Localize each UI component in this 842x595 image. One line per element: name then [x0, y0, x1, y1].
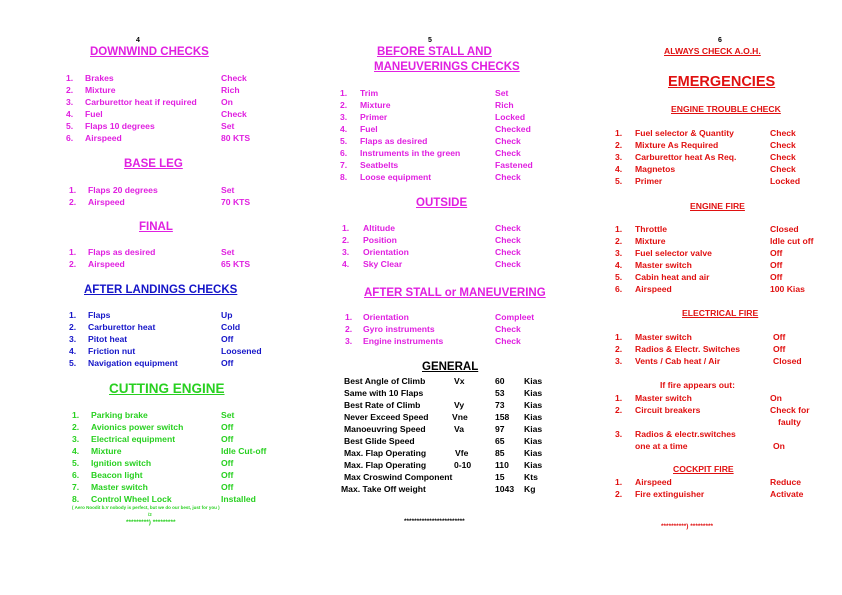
if-fire-heading: If fire appears out:: [660, 380, 735, 390]
section-title-before-stall-2: MANEUVERINGS CHECKS: [374, 61, 520, 73]
emergencies-title: EMERGENCIES: [668, 74, 776, 90]
footnote-page: /2: [148, 512, 152, 517]
page-number: 6: [718, 37, 722, 44]
section-title-base-leg: BASE LEG: [124, 158, 183, 170]
section-title-general: GENERAL: [422, 361, 479, 373]
section-title-engine-fire: ENGINE FIRE: [690, 201, 745, 211]
page-number: 5: [428, 37, 432, 44]
stars-divider: *********) *********: [126, 519, 176, 526]
stars-divider: **********) *********: [661, 523, 714, 530]
section-title-after-landing: AFTER LANDINGS CHECKS: [84, 284, 238, 296]
section-title-before-stall: BEFORE STALL AND: [377, 46, 492, 58]
section-title-after-stall: AFTER STALL or MANEUVERING: [364, 287, 546, 299]
section-title-electrical-fire: ELECTRICAL FIRE: [682, 308, 759, 318]
section-title-final: FINAL: [139, 221, 173, 233]
section-title-cutting-engine: CUTTING ENGINE: [109, 381, 225, 396]
section-title-outside: OUTSIDE: [416, 197, 468, 209]
footnote: ( Aero Noodit b.V nobody is perfect, but…: [72, 505, 220, 510]
section-title-downwind: DOWNWIND CHECKS: [90, 46, 209, 58]
section-title-engine-trouble: ENGINE TROUBLE CHECK: [671, 104, 781, 114]
section-title-cockpit-fire: COCKPIT FIRE: [673, 464, 734, 474]
stars-divider: ************************: [404, 518, 465, 525]
page-number: 4: [136, 37, 140, 44]
always-check-heading: ALWAYS CHECK A.O.H.: [664, 46, 761, 56]
